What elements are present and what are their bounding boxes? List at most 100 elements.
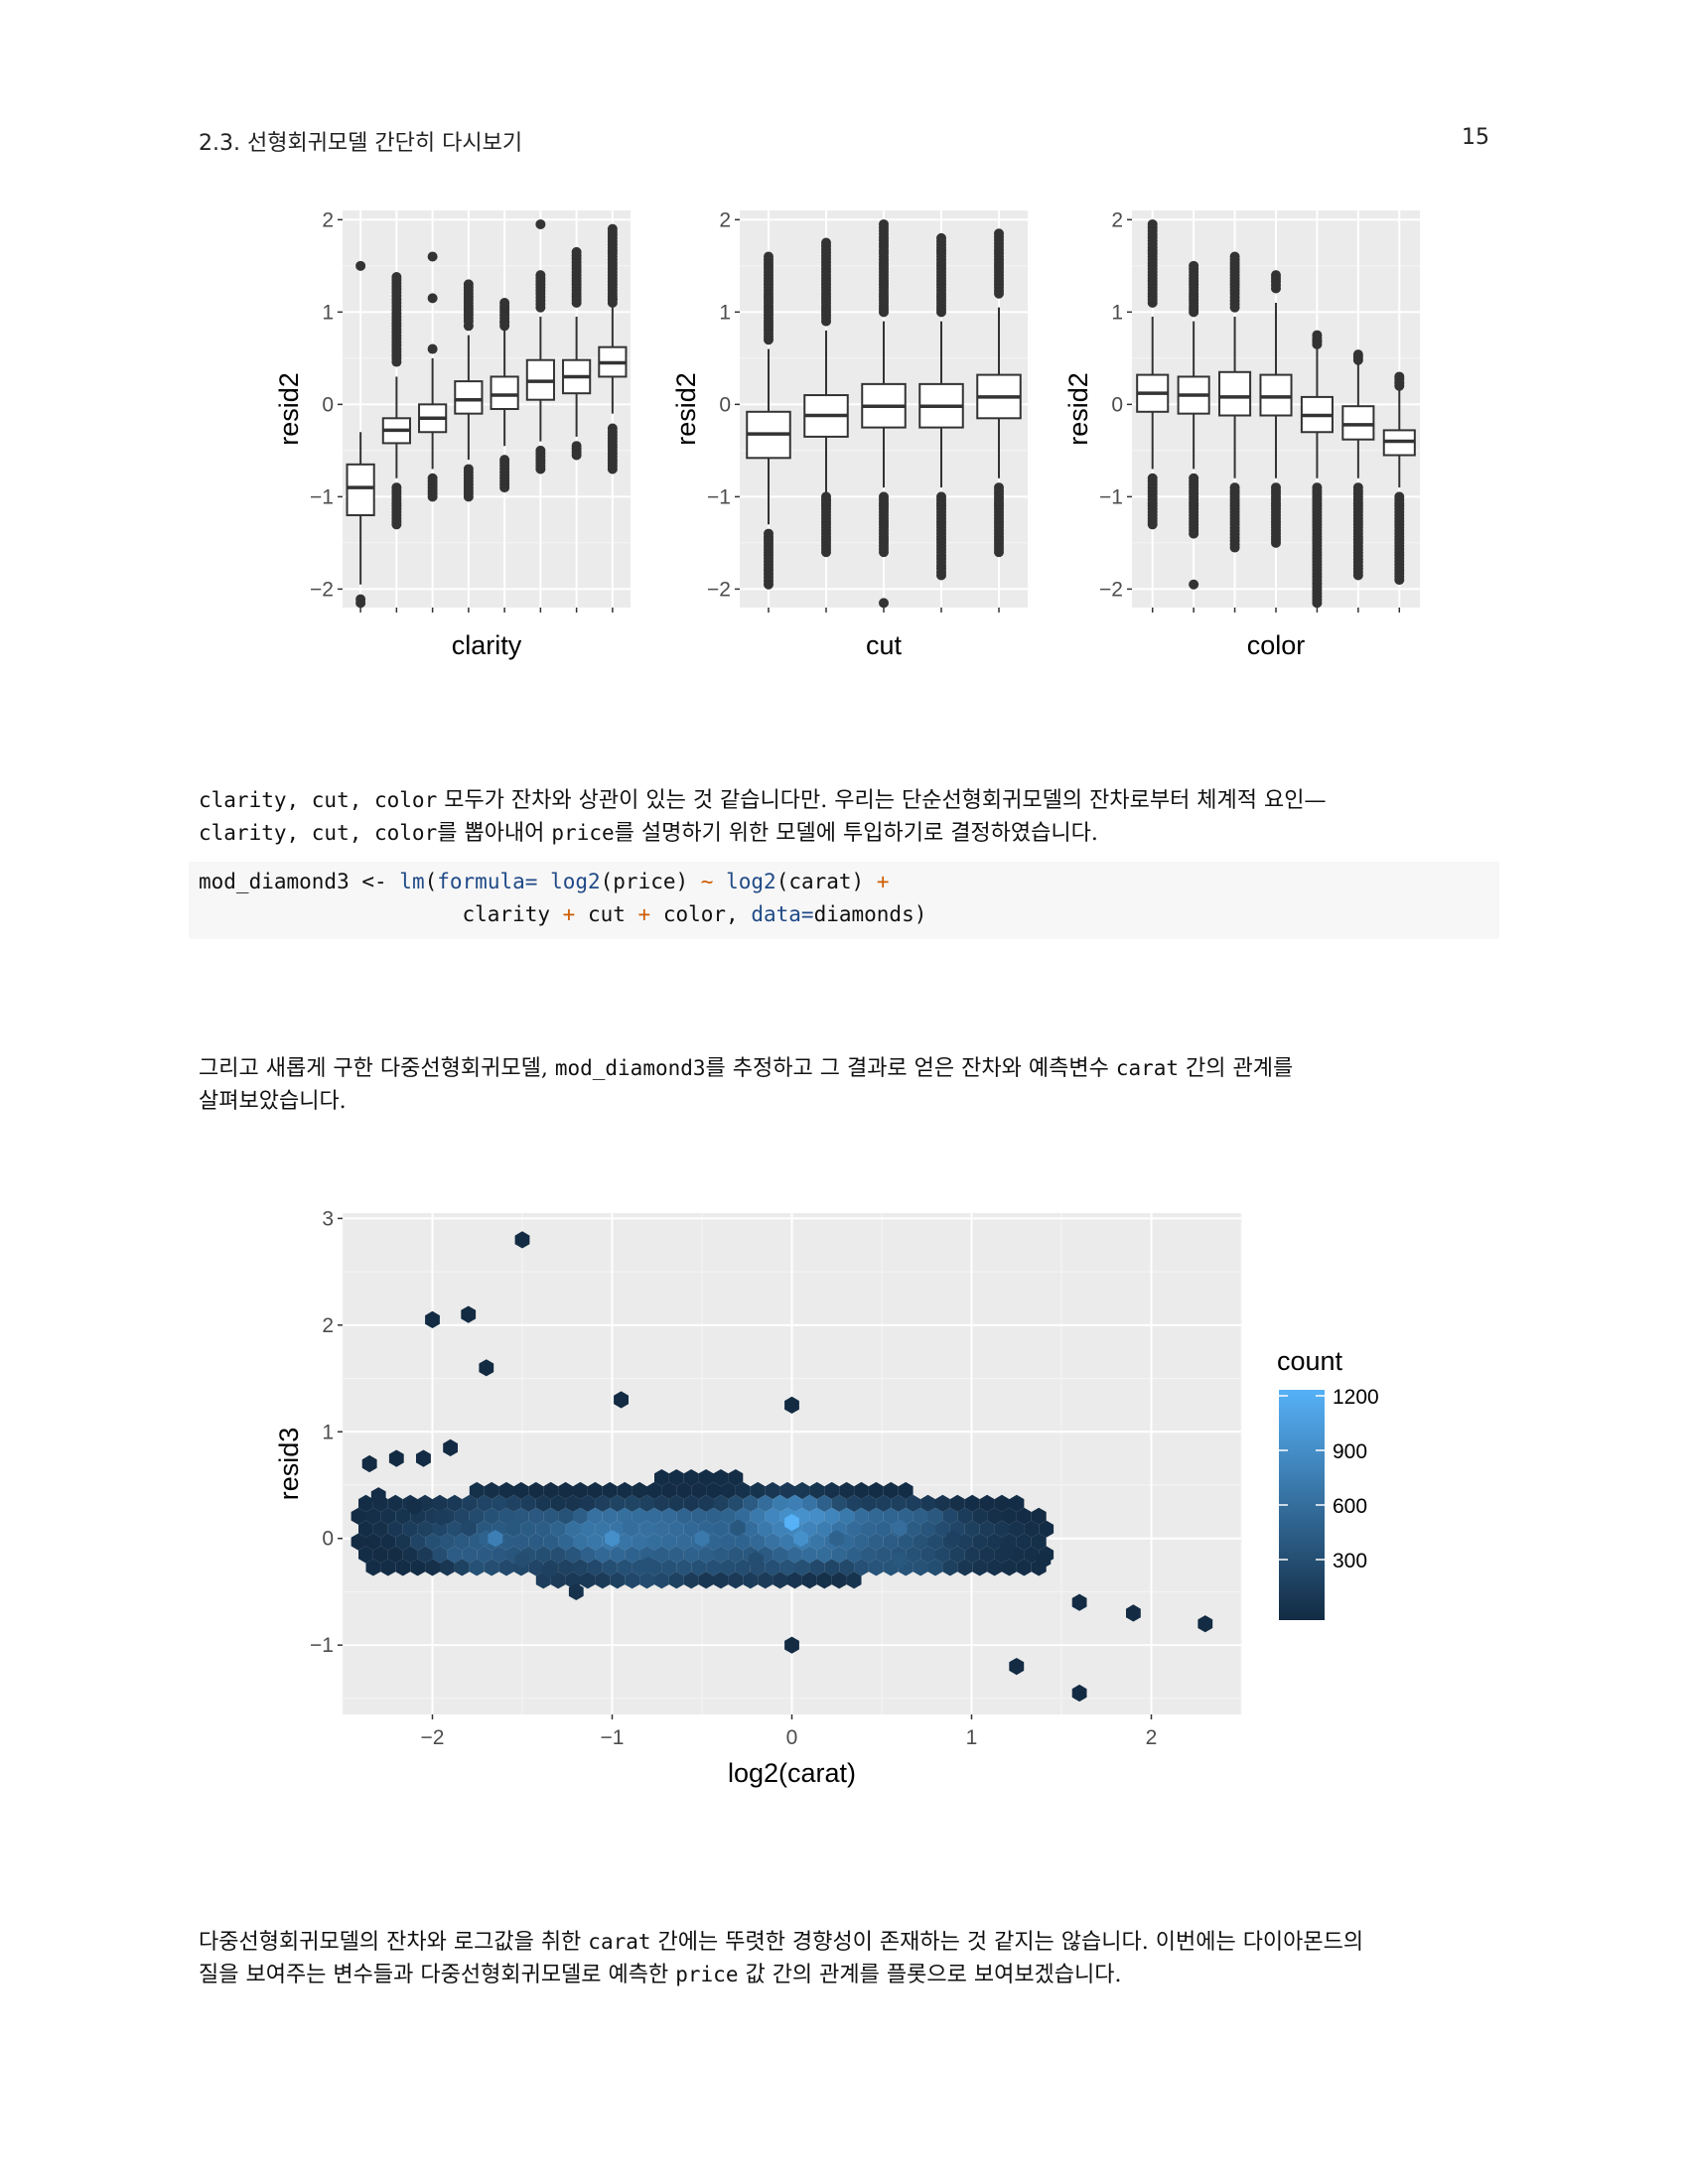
y-tick-label: 3 bbox=[322, 1207, 334, 1230]
hexbin-cell bbox=[617, 1533, 633, 1551]
hexbin-cell bbox=[816, 1546, 832, 1564]
code-block: mod_diamond3 <- lm(formula= log2(price) … bbox=[189, 862, 1499, 939]
hexbin-cell bbox=[462, 1546, 478, 1564]
y-tick-label: 2 bbox=[322, 208, 334, 231]
hexbin-cell bbox=[488, 1530, 503, 1548]
x-axis-label: log2(carat) bbox=[728, 1758, 856, 1788]
hexbin-cell bbox=[558, 1533, 573, 1551]
hexbin-cell bbox=[949, 1494, 965, 1512]
hexbin-cell bbox=[668, 1571, 684, 1589]
hexbin-cell bbox=[773, 1571, 787, 1589]
hexbin-cell bbox=[876, 1494, 892, 1512]
hexbin-cell bbox=[432, 1494, 448, 1512]
hexbin-cell bbox=[824, 1481, 840, 1500]
hexbin-cell bbox=[365, 1533, 381, 1551]
hexbin-cell bbox=[854, 1533, 869, 1551]
hexbin-cell bbox=[957, 1559, 973, 1576]
box bbox=[1259, 373, 1293, 417]
hexbin-cell bbox=[425, 1559, 440, 1576]
hexbin-cell bbox=[809, 1481, 825, 1500]
text-run: 를 뽑아내어 bbox=[437, 821, 552, 846]
y-tick-label: 0 bbox=[322, 1528, 334, 1551]
hexbin-cell bbox=[454, 1533, 470, 1551]
hexbin-cell bbox=[580, 1546, 596, 1564]
paragraph-1: clarity, cut, color 모두가 잔차와 상관이 있는 것 같습니… bbox=[199, 784, 1489, 850]
hexbin-cell bbox=[595, 1494, 611, 1512]
hexbin-cell bbox=[365, 1559, 381, 1576]
hexbin-cell bbox=[610, 1571, 626, 1589]
hexbin-cell bbox=[994, 1494, 1010, 1512]
hexbin-cell bbox=[721, 1507, 736, 1525]
hexbin-cell bbox=[410, 1533, 426, 1551]
hexbin-cell bbox=[484, 1559, 499, 1576]
hexbin-cell bbox=[773, 1546, 787, 1564]
hexbin-cell bbox=[779, 1481, 795, 1500]
hexbin-cell bbox=[402, 1546, 418, 1564]
y-tick-label: −2 bbox=[707, 578, 731, 601]
outlier-point bbox=[427, 491, 438, 502]
code-token: diamonds) bbox=[813, 902, 927, 926]
hexbin-cell bbox=[587, 1481, 603, 1500]
hexbin-cell bbox=[801, 1546, 817, 1564]
hexbin-cell bbox=[698, 1494, 714, 1512]
code-token: data= bbox=[751, 902, 814, 926]
code-token: formula= bbox=[437, 870, 538, 893]
paragraph-1-line-2: clarity, cut, color를 뽑아내어 price를 설명하기 위한… bbox=[199, 817, 1489, 850]
hexbin-cell bbox=[417, 1520, 433, 1538]
y-tick-label: −1 bbox=[1099, 485, 1123, 508]
text-run: 값 간의 관계를 플롯으로 보여보겠습니다. bbox=[738, 1963, 1122, 1987]
code-token: + bbox=[637, 902, 651, 926]
code-token: log2 bbox=[550, 870, 601, 893]
hexbin-cell bbox=[868, 1559, 884, 1576]
paragraph-2-line-2: 살펴보았습니다. bbox=[199, 1085, 1489, 1118]
hexbin-cell bbox=[935, 1494, 950, 1512]
hexbin-plot: 3 2 1 0 −1 −2 −1 0 1 2 log2(carat) resid3 count 1200 9… bbox=[274, 1207, 1379, 1788]
text-run: 다중선형회귀모델의 잔차와 로그값을 취한 bbox=[199, 1930, 589, 1955]
text-run: 모두가 잔차와 상관이 있는 것 같습니다만. 우리는 단순선형회귀모델의 잔차… bbox=[437, 788, 1327, 813]
inline-code: price bbox=[675, 1963, 739, 1986]
hexbin-cell bbox=[513, 1507, 529, 1525]
hexbin-cell bbox=[535, 1546, 551, 1564]
hexbin-cell bbox=[558, 1507, 573, 1525]
hexbin-cell bbox=[469, 1507, 485, 1525]
hexbin-cell bbox=[683, 1494, 699, 1512]
hexbin-cell bbox=[654, 1494, 669, 1512]
hexbin-cell bbox=[713, 1546, 729, 1564]
hexbin-cell bbox=[809, 1559, 825, 1576]
hexbin-cell bbox=[735, 1533, 751, 1551]
hexbin-cell bbox=[432, 1520, 448, 1538]
hexbin-cell bbox=[784, 1396, 799, 1414]
hexbin-cell bbox=[824, 1559, 840, 1576]
hexbin-cell bbox=[1009, 1520, 1025, 1538]
hexbin-cell bbox=[750, 1481, 766, 1500]
hexbin-cell bbox=[793, 1530, 808, 1548]
text-run: 질을 보여주는 변수들과 다중선형회귀모델로 예측한 bbox=[199, 1963, 676, 1987]
hexbin-cell bbox=[498, 1507, 514, 1525]
hexbin-cell bbox=[1197, 1615, 1213, 1633]
hexbin-cell bbox=[713, 1520, 729, 1538]
hexbin-cell bbox=[395, 1559, 411, 1576]
hexbin-cell bbox=[735, 1481, 751, 1500]
hexbin-cell bbox=[883, 1507, 899, 1525]
outlier-point bbox=[1394, 575, 1405, 586]
hexbin-cell bbox=[935, 1520, 950, 1538]
hexbin-cell bbox=[683, 1571, 699, 1589]
hexbin-cell bbox=[668, 1494, 684, 1512]
hexbin-cell bbox=[773, 1494, 787, 1512]
outlier-point bbox=[879, 598, 889, 609]
y-tick-label: 2 bbox=[1111, 208, 1123, 231]
hexbin-cell bbox=[846, 1571, 862, 1589]
hexbin-cell bbox=[809, 1507, 825, 1525]
hexbin-cell bbox=[573, 1481, 588, 1500]
hexbin-cell bbox=[942, 1559, 958, 1576]
hexbin-cell bbox=[1000, 1540, 1016, 1559]
x-tick-label: 1 bbox=[966, 1726, 978, 1749]
hexbin-cell bbox=[979, 1520, 995, 1538]
hexbin-cell bbox=[573, 1507, 588, 1525]
y-axis-label: resid2 bbox=[671, 372, 701, 446]
hexbin-cell bbox=[920, 1520, 935, 1538]
outlier-point bbox=[764, 251, 774, 262]
x-tick-label: −1 bbox=[601, 1726, 625, 1749]
hexbin-cell bbox=[728, 1469, 744, 1487]
hexbin-cell bbox=[829, 1530, 845, 1548]
